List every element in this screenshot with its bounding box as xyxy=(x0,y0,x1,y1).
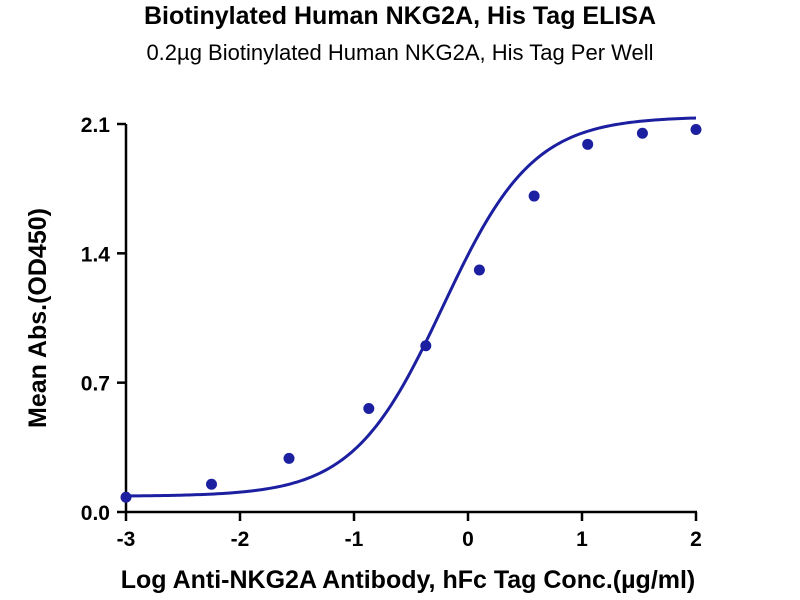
chart-title: Biotinylated Human NKG2A, His Tag ELISA xyxy=(143,2,657,30)
data-points xyxy=(120,124,702,503)
y-tick-label: 0.0 xyxy=(81,502,110,525)
x-tick-label: 0 xyxy=(462,528,474,551)
fit-curve-layer xyxy=(125,116,697,498)
data-point xyxy=(363,403,375,415)
data-point xyxy=(206,478,217,490)
y-tick-label: 1.4 xyxy=(81,243,111,266)
axes xyxy=(124,124,697,514)
ticks: -3 -2 -1 0 1 2 0.0 0.7 1.4 2.1 xyxy=(81,114,702,551)
data-point xyxy=(473,264,485,276)
y-tick-label: 0.7 xyxy=(81,373,110,396)
chart-subtitle: 0.2µg Biotinylated Human NKG2A, His Tag … xyxy=(146,40,654,65)
y-tick-label: 2.1 xyxy=(81,114,111,137)
data-point xyxy=(690,124,702,136)
x-tick-label: 1 xyxy=(576,528,588,551)
data-point xyxy=(582,138,594,150)
data-point xyxy=(636,127,648,139)
x-tick-label: 2 xyxy=(690,528,702,551)
x-tick-label: -2 xyxy=(231,528,250,551)
data-point xyxy=(528,190,540,202)
data-point xyxy=(420,340,432,352)
x-axis-label: Log Anti-NKG2A Antibody, hFc Tag Conc.(µ… xyxy=(121,566,696,594)
x-tick-label: -1 xyxy=(345,528,364,551)
data-point xyxy=(120,491,132,503)
data-point xyxy=(283,452,295,464)
y-axis-label: Mean Abs.(OD450) xyxy=(24,208,52,428)
x-tick-label: -3 xyxy=(117,528,136,551)
fit-curve xyxy=(125,116,697,498)
